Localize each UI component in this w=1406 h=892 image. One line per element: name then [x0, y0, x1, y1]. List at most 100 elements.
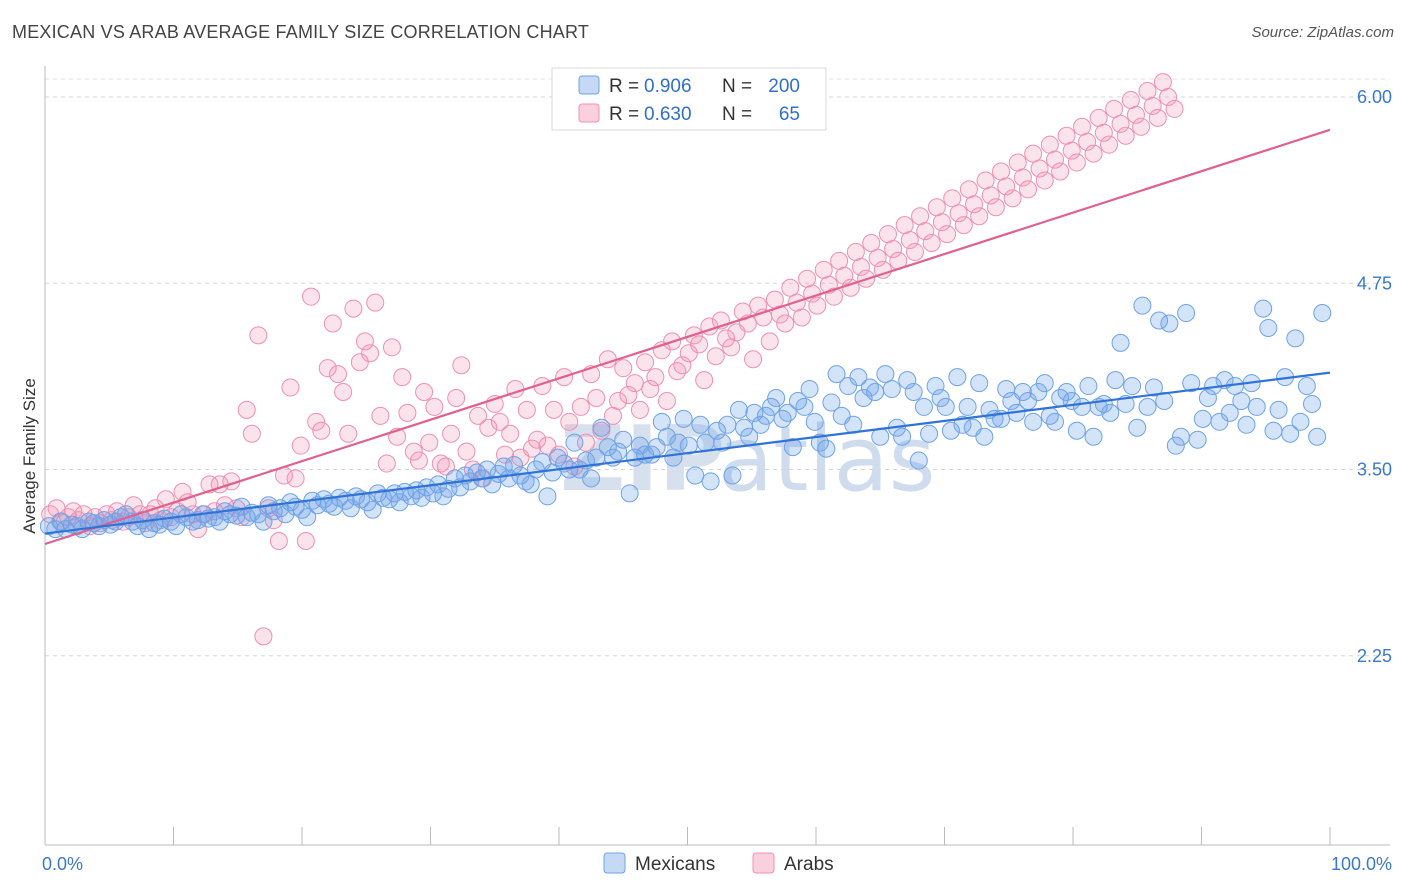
mexicans-point-35: [232, 497, 251, 516]
arabs-point-175: [986, 198, 1005, 217]
arabs-point-56: [344, 299, 363, 318]
mexicans-point-144: [827, 365, 846, 384]
arabs-point-199: [1116, 126, 1135, 145]
mexicans-point-125: [723, 466, 742, 485]
arabs-point-182: [1024, 144, 1043, 163]
arabs-point-77: [457, 442, 476, 461]
arabs-point-142: [808, 296, 827, 315]
arabs-point-79: [469, 406, 488, 425]
arabs-point-156: [884, 239, 903, 258]
legend-mexicans-swatch[interactable]: [603, 852, 626, 874]
arabs-point-90: [528, 430, 547, 449]
mexicans-point-138: [795, 397, 814, 416]
mexicans-point-132: [762, 397, 781, 416]
arabs-point-101: [587, 388, 606, 407]
mexicans-point-99: [582, 469, 601, 488]
mexicans-point-160: [914, 397, 933, 416]
mexicans-point-219: [1237, 415, 1256, 434]
arabs-point-183: [1030, 159, 1049, 178]
mexicans-point-216: [1220, 403, 1239, 422]
mexicans-point-203: [1150, 311, 1169, 330]
source-credit[interactable]: Source: ZipAtlas.com: [1251, 24, 1394, 41]
mexicans-point-207: [1171, 427, 1190, 446]
mexicans-point-200: [1133, 296, 1152, 315]
arabs-point-192: [1078, 132, 1097, 151]
mexicans-point-162: [926, 377, 945, 396]
mexicans-point-115: [669, 433, 688, 452]
mexicans-point-201: [1138, 397, 1157, 416]
arabs-point-171: [965, 195, 984, 214]
mexicans-point-123: [713, 433, 732, 452]
arabs-point-136: [776, 314, 795, 333]
legend-swatch-mexicans: [578, 75, 600, 95]
mexicans-point-121: [701, 472, 720, 491]
arabs-point-168: [949, 204, 968, 223]
mexicans-point-229: [1291, 412, 1310, 431]
mexicans-point-133: [767, 388, 786, 407]
mexicans-point-191: [1084, 427, 1103, 446]
arabs-point-195: [1094, 123, 1113, 142]
chart-title: MEXICAN VS ARAB AVERAGE FAMILY SIZE CORR…: [12, 22, 590, 42]
arabs-point-75: [447, 388, 466, 407]
mexicans-point-206: [1166, 436, 1185, 455]
legend-arabs-label[interactable]: Arabs: [784, 854, 834, 875]
arabs-point-202: [1132, 117, 1151, 136]
mexicans-point-167: [953, 415, 972, 434]
mexicans-point-158: [904, 383, 923, 402]
y-tick-label-0: 2.25: [1357, 646, 1392, 666]
arabs-point-159: [900, 231, 919, 250]
y-axis-label: Average Family Size: [20, 378, 39, 534]
mexicans-point-134: [773, 409, 792, 428]
arabs-point-178: [1003, 189, 1022, 208]
mexicans-point-159: [909, 451, 928, 470]
arabs-point-49: [307, 412, 326, 431]
arabs-point-123: [706, 347, 725, 366]
mexicans-point-198: [1123, 377, 1142, 396]
arabs-point-166: [938, 225, 957, 244]
mexicans-point-139: [800, 380, 819, 399]
mexicans-point-102: [598, 438, 617, 457]
mexicans-point-218: [1232, 391, 1251, 410]
arabs-point-109: [630, 400, 649, 419]
arabs-point-72: [431, 454, 450, 473]
correlation-legend: R = 0.906 N = 200 R = 0.630 N = 65: [551, 67, 827, 131]
arabs-point-37: [242, 424, 261, 443]
mexicans-point-205: [1160, 314, 1179, 333]
mexicans-point-223: [1259, 318, 1278, 337]
arabs-point-162: [916, 222, 935, 241]
mexicans-point-230: [1297, 377, 1316, 396]
arabs-point-152: [862, 234, 881, 253]
legend-swatch-arabs: [578, 103, 600, 123]
mexicans-point-228: [1286, 329, 1305, 348]
arabs-point-74: [442, 424, 461, 443]
series-legend: Mexicans Arabs: [603, 852, 834, 875]
legend-r-label-arabs: R =: [609, 104, 639, 125]
arabs-point-57: [350, 353, 369, 372]
mexicans-point-186: [1057, 383, 1076, 402]
mexicans-point-59: [363, 500, 382, 519]
mexicans-point-184: [1046, 412, 1065, 431]
arabs-point-120: [690, 335, 709, 354]
arabs-point-177: [997, 177, 1016, 196]
gridlines: [45, 78, 1390, 657]
legend-n-label-mexicans: N =: [722, 76, 752, 97]
mexicans-point-171: [975, 427, 994, 446]
arabs-point-204: [1143, 96, 1162, 115]
arabs-point-25: [178, 493, 197, 512]
legend-mexicans-label[interactable]: Mexicans: [635, 854, 715, 875]
mexicans-point-194: [1101, 403, 1120, 422]
legend-arabs-swatch[interactable]: [752, 852, 775, 874]
arabs-point-108: [625, 374, 644, 393]
arabs-point-83: [490, 412, 509, 431]
mexicans-point-68: [412, 488, 431, 507]
arabs-point-190: [1067, 153, 1086, 172]
arabs-point-189: [1062, 141, 1081, 160]
arabs-point-45: [286, 469, 305, 488]
mexicans-point-124: [718, 415, 737, 434]
mexicans-point-64: [390, 493, 409, 512]
mexicans-point-142: [817, 439, 836, 458]
arabs-point-117: [673, 356, 692, 375]
arabs-point-48: [301, 287, 320, 306]
mexicans-point-113: [657, 427, 676, 446]
